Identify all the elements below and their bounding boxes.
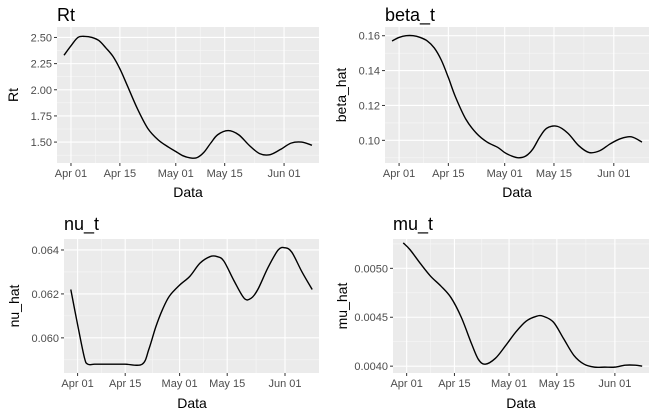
y-axis-title: nu_hat <box>6 284 22 327</box>
y-tick-layer: 1.50 1.75 2.00 2.25 2.50 <box>31 32 57 149</box>
series-line <box>391 34 643 159</box>
x-tick-label: Apr 01 <box>383 168 415 180</box>
y-tick-label: 0.064 <box>31 245 59 257</box>
y-tick-label: 0.14 <box>359 66 380 78</box>
x-tick-layer: Apr 01 Apr 15 May 01 May 15 Jun 01 <box>383 163 630 180</box>
y-tick-label: 2.00 <box>31 85 52 97</box>
panel-beta-t: beta_t Apr 01 Apr 15 May 01 May 15 Jun 01 0.… <box>333 5 649 200</box>
x-tick-label: Jun 01 <box>597 168 630 180</box>
plot-background <box>57 27 319 163</box>
x-tick-label: Apr 15 <box>432 168 464 180</box>
panel-rt: Rt Apr 01 Apr 15 May 01 May 15 Jun 01 1.501.… <box>5 5 319 200</box>
x-axis-title: Data <box>177 395 207 411</box>
y-tick-layer: 0.060 0.062 0.064 <box>31 245 64 345</box>
y-tick-label: 0.062 <box>31 289 59 301</box>
x-tick-label: Apr 15 <box>104 168 136 180</box>
panel-title: mu_t <box>393 214 433 235</box>
grid-layer <box>57 27 319 163</box>
y-axis-title: mu_hat <box>334 283 350 330</box>
y-tick-label: 0.10 <box>359 135 380 147</box>
y-tick-layer: 0.0040 0.0045 0.0050 <box>354 263 393 373</box>
series-line <box>70 246 313 367</box>
y-axis-title: beta_hat <box>333 68 349 123</box>
y-tick-label: 0.0045 <box>354 312 388 324</box>
x-tick-label: May 01 <box>487 168 523 180</box>
series-layer <box>70 246 313 367</box>
grid-layer <box>393 239 649 373</box>
x-tick-label: Apr 15 <box>109 378 141 390</box>
y-tick-label: 0.12 <box>359 100 380 112</box>
series-layer <box>402 242 643 369</box>
x-tick-label: May 15 <box>207 168 243 180</box>
x-axis-title: Data <box>173 184 203 200</box>
y-tick-label: 1.75 <box>31 111 52 123</box>
x-tick-label: May 01 <box>162 378 198 390</box>
series-layer <box>63 35 313 159</box>
x-tick-label: Apr 01 <box>55 168 87 180</box>
x-tick-label: May 01 <box>491 378 527 390</box>
x-tick-label: Apr 01 <box>61 378 93 390</box>
x-axis-title: Data <box>502 184 532 200</box>
series-layer <box>391 34 643 159</box>
panel-title: beta_t <box>385 5 435 26</box>
y-tick-label: 2.50 <box>31 32 52 44</box>
x-tick-layer: Apr 01 Apr 15 May 01 May 15 Jun 01 <box>55 163 301 180</box>
panel-nu-t: nu_t Apr 01 Apr 15 May 01 May 15 Jun 01 0.06… <box>6 214 319 411</box>
x-tick-label: May 01 <box>158 168 194 180</box>
y-tick-label: 0.060 <box>31 333 59 345</box>
x-tick-label: Jun 01 <box>268 378 301 390</box>
plot-background <box>393 239 649 373</box>
y-tick-label: 0.16 <box>359 31 380 43</box>
y-tick-label: 1.50 <box>31 137 52 149</box>
panel-title: nu_t <box>64 214 99 235</box>
x-axis-title: Data <box>506 395 536 411</box>
panel-title: Rt <box>57 5 75 25</box>
y-tick-layer: 0.10 0.12 0.14 0.16 <box>359 31 385 147</box>
x-tick-label: Apr 15 <box>438 378 470 390</box>
plot-background <box>385 27 649 163</box>
panel-mu-t: mu_t Apr 01 Apr 15 May 01 May 15 Jun 01 0.00… <box>334 214 649 411</box>
x-tick-label: May 15 <box>539 378 575 390</box>
x-tick-layer: Apr 01 Apr 15 May 01 May 15 Jun 01 <box>390 373 631 390</box>
y-tick-label: 0.0040 <box>354 361 388 373</box>
grid-layer <box>385 27 649 163</box>
grid-layer <box>64 239 319 373</box>
x-tick-label: Apr 01 <box>390 378 422 390</box>
plot-background <box>64 239 319 373</box>
x-tick-layer: Apr 01 Apr 15 May 01 May 15 Jun 01 <box>61 373 302 390</box>
y-tick-label: 0.0050 <box>354 263 388 275</box>
x-tick-label: Jun 01 <box>598 378 631 390</box>
x-tick-label: May 15 <box>536 168 572 180</box>
series-line <box>63 35 313 159</box>
x-tick-label: May 15 <box>209 378 245 390</box>
y-axis-title: Rt <box>5 88 21 102</box>
y-tick-label: 2.25 <box>31 59 52 71</box>
x-tick-label: Jun 01 <box>268 168 301 180</box>
series-line <box>402 242 643 369</box>
